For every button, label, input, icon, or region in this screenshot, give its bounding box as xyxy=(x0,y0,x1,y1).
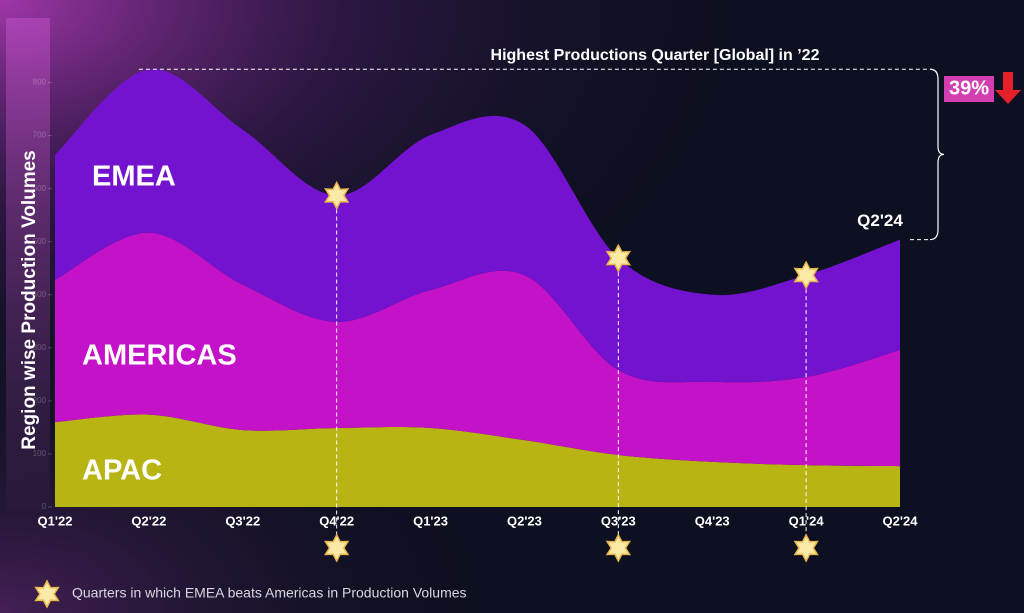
star xyxy=(605,243,632,273)
series-label: AMERICAS xyxy=(82,340,237,372)
area xyxy=(55,68,900,383)
star xyxy=(323,180,350,211)
series-label: EMEA xyxy=(92,161,176,193)
y-tick-label: 400 xyxy=(33,290,47,299)
y-axis-band xyxy=(6,18,50,510)
y-tick-label: 0 xyxy=(42,502,47,511)
x-tick-label: Q1'23 xyxy=(413,513,448,528)
x-tick-label: Q1'22 xyxy=(38,513,73,528)
y-tick-label: 600 xyxy=(33,184,47,193)
change-label: 39% xyxy=(949,77,989,99)
star xyxy=(793,260,819,290)
x-tick-label: Q3'22 xyxy=(225,513,260,528)
x-tick-label: Q2'22 xyxy=(131,513,166,528)
brace xyxy=(929,68,945,241)
end-label: Q2'24 xyxy=(857,211,903,230)
legend-star xyxy=(34,579,60,609)
change-badge xyxy=(944,76,994,102)
down-arrow xyxy=(995,72,1021,104)
y-tick-label: 800 xyxy=(33,78,47,87)
annotation: Highest Productions Quarter [Global] in … xyxy=(491,47,820,64)
area xyxy=(55,414,900,507)
y-tick-label: 700 xyxy=(33,131,47,140)
star xyxy=(605,533,631,563)
series-label: APAC xyxy=(82,455,162,487)
x-tick-label: Q2'24 xyxy=(883,513,919,528)
y-axis-label: Region wise Production Volumes xyxy=(19,150,40,449)
y-tick-label: 100 xyxy=(33,449,47,458)
area xyxy=(55,232,900,467)
y-tick-label: 300 xyxy=(33,343,47,352)
x-tick-label: Q2'23 xyxy=(507,513,542,528)
star xyxy=(324,533,350,563)
y-tick-label: 200 xyxy=(33,396,47,405)
star xyxy=(793,533,819,563)
y-tick-label: 500 xyxy=(33,237,47,246)
legend-text: Quarters in which EMEA beats Americas in… xyxy=(72,585,467,601)
x-tick-label: Q4'23 xyxy=(695,513,730,528)
